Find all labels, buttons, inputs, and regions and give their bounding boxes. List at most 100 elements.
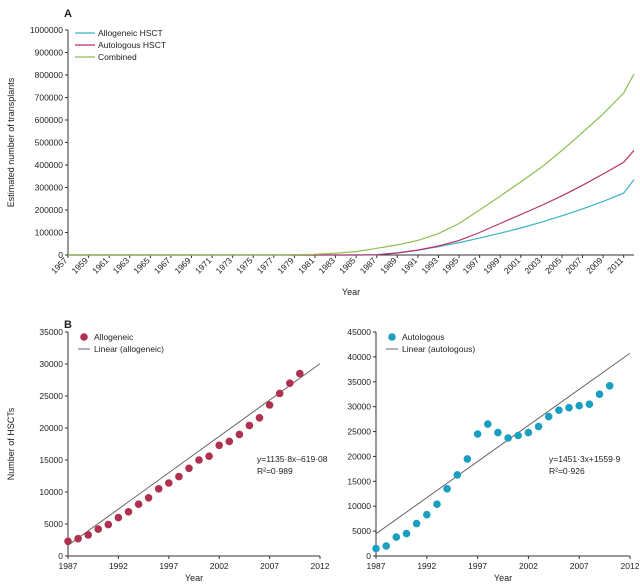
- x-tick-label: 1979: [275, 255, 296, 276]
- x-tick-label: 1971: [193, 255, 214, 276]
- x-tick-label: 2002: [519, 561, 538, 571]
- data-point: [565, 403, 573, 412]
- chart-a: 0 100000 200000 300000 400000 500000 600000 700…: [6, 25, 635, 297]
- legend-label: Linear (autologous): [402, 344, 475, 354]
- y-tick-label: 30000: [39, 359, 63, 369]
- x-tick-label: 1987: [59, 561, 78, 571]
- legend-label: Allogeneic HSCT: [98, 28, 163, 38]
- data-point: [372, 544, 380, 553]
- data-point: [124, 508, 133, 516]
- x-tick-label: 1987: [367, 561, 386, 571]
- data-point: [94, 525, 102, 533]
- y-tick-label: 100000: [35, 228, 64, 238]
- series-line-combined: [68, 73, 635, 256]
- y-tick-label: 5000: [352, 526, 371, 536]
- data-point: [392, 533, 401, 541]
- x-axis-label: Year: [494, 573, 512, 583]
- data-point: [473, 430, 482, 438]
- x-tick-label: 1992: [417, 561, 436, 571]
- data-point: [453, 471, 462, 479]
- x-tick-label: 2009: [584, 255, 605, 276]
- panel-a-label: A: [64, 8, 72, 20]
- data-point: [555, 406, 563, 415]
- panel-b-label: B: [64, 319, 72, 331]
- x-tick-label: 1995: [440, 255, 461, 276]
- data-point: [114, 513, 123, 522]
- y-tick-label: 15000: [347, 476, 371, 486]
- x-tick-label: 1981: [296, 255, 317, 276]
- data-point: [494, 428, 502, 437]
- data-point: [134, 500, 143, 509]
- trendline: [375, 352, 631, 535]
- x-tick-label: 1961: [90, 255, 111, 276]
- data-point: [575, 401, 583, 410]
- x-axis-label: Year: [342, 287, 360, 297]
- x-tick-label: 1975: [234, 255, 255, 276]
- y-tick-label: 10000: [347, 501, 371, 511]
- y-tick-label: 0: [58, 250, 63, 260]
- x-tick-label: 1967: [152, 255, 173, 276]
- x-tick-label: 1993: [419, 255, 440, 276]
- data-point: [255, 414, 264, 422]
- y-tick-label: 300000: [35, 183, 64, 193]
- x-tick-label: 1997: [461, 255, 482, 276]
- x-tick-label: 1965: [131, 255, 152, 276]
- x-tick-label: 1997: [159, 561, 178, 571]
- legend-marker: [80, 333, 88, 341]
- data-point: [463, 455, 472, 463]
- data-point: [544, 412, 553, 421]
- data-point: [423, 510, 431, 519]
- y-tick-label: 200000: [35, 205, 64, 215]
- y-tick-label: 25000: [39, 391, 63, 401]
- y-tick-label: 10000: [39, 487, 63, 497]
- data-point: [605, 382, 614, 390]
- x-tick-label: 1959: [70, 255, 91, 276]
- x-axis-label: Year: [185, 573, 203, 583]
- x-tick-label: 2007: [570, 561, 589, 571]
- legend-label: Autologous: [402, 332, 445, 342]
- y-tick-label: 15000: [39, 455, 63, 465]
- x-tick-label: 2007: [564, 255, 585, 276]
- x-tick-label: 1973: [214, 255, 235, 276]
- data-point: [443, 485, 451, 493]
- data-point: [265, 401, 274, 409]
- data-point: [275, 389, 284, 398]
- data-point: [215, 441, 223, 450]
- y-tick-label: 0: [366, 551, 371, 561]
- x-tick-label: 2002: [210, 561, 229, 571]
- y-tick-label: 0: [58, 551, 63, 561]
- y-tick-label: 20000: [347, 451, 371, 461]
- y-tick-label: 35000: [347, 377, 371, 387]
- x-tick-label: 2005: [543, 255, 564, 276]
- data-point: [412, 519, 421, 528]
- x-tick-label: 1983: [317, 255, 338, 276]
- y-tick-label: 30000: [347, 402, 371, 412]
- data-point: [402, 529, 411, 538]
- data-point: [104, 520, 113, 529]
- data-point: [433, 500, 441, 509]
- data-point: [296, 369, 304, 378]
- data-point: [175, 472, 183, 481]
- data-point: [534, 422, 543, 431]
- series-line-autologous-hsct: [68, 150, 635, 256]
- x-tick-label: 1977: [255, 255, 276, 276]
- data-point: [144, 494, 153, 502]
- legend-label: Allogeneic: [94, 332, 134, 342]
- y-axis-label: Estimated number of transplants: [6, 77, 16, 207]
- series-line-allogeneic-hsct: [68, 179, 635, 256]
- data-point: [195, 456, 203, 464]
- y-tick-label: 5000: [44, 519, 63, 529]
- data-point: [504, 434, 512, 442]
- x-tick-label: 2003: [522, 255, 543, 276]
- legend-label: Combined: [98, 52, 137, 62]
- data-point: [585, 400, 594, 409]
- x-tick-label: 2001: [502, 255, 523, 276]
- data-point: [165, 479, 173, 487]
- x-tick-label: 2012: [311, 561, 330, 571]
- data-point: [245, 421, 254, 430]
- y-tick-label: 35000: [39, 327, 63, 337]
- y-tick-label: 400000: [35, 160, 64, 170]
- y-tick-label: 20000: [39, 423, 63, 433]
- legend-label: Autologous HSCT: [98, 40, 166, 50]
